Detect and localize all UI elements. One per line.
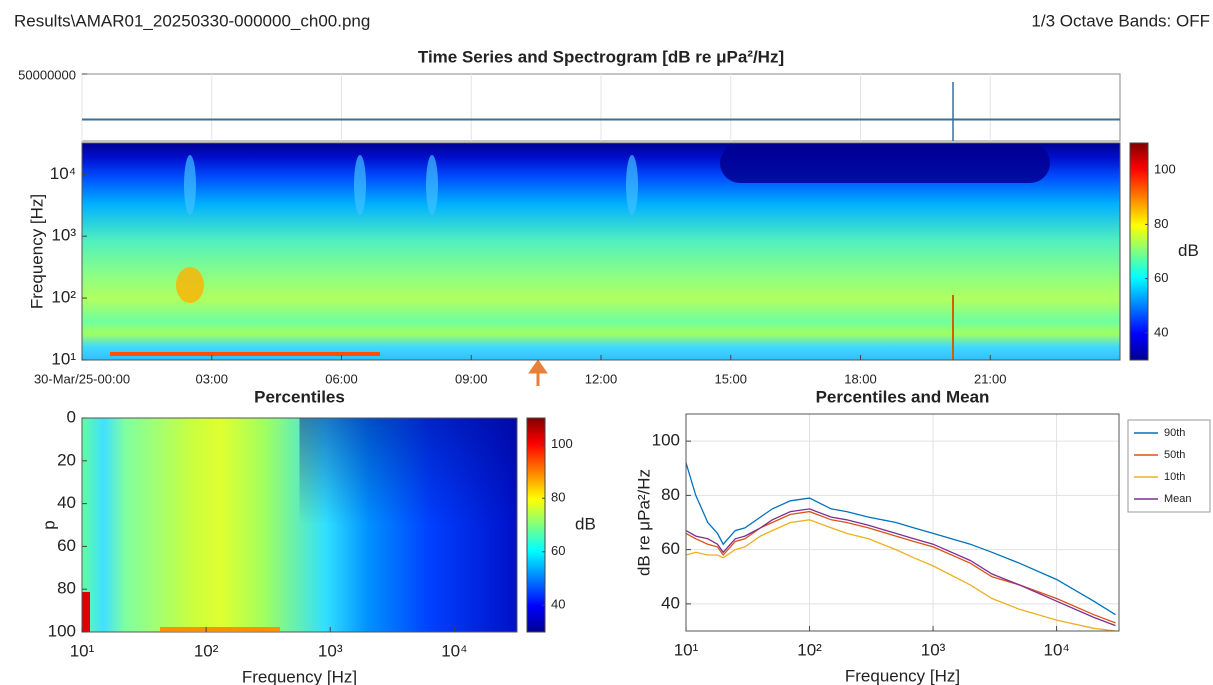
y-axis-label: p [39,520,58,529]
y-tick-label: 60 [57,536,76,555]
y-tick-label: 80 [57,579,76,598]
x-tick-label: 18:00 [844,371,877,386]
event-plume [426,155,438,215]
legend-label: 10th [1164,471,1185,483]
colorbar-tick-label: 80 [551,490,565,505]
legend-label: 50th [1164,449,1185,461]
y-axis-label: dB re μPa²/Hz [634,469,653,576]
quiet-region [720,143,1050,183]
y-tick-label: 40 [661,593,680,612]
colorbar-tick-label: 40 [1154,324,1168,339]
event-plume [626,155,638,215]
y-tick-label: 100 [48,621,76,640]
position-arrow [528,359,548,386]
octave-bands: 1/3 Octave Bands: OFF [1031,11,1210,30]
x-tick-label: 21:00 [974,371,1007,386]
y-tick-label: 20 [57,450,76,469]
y-tick-label: 80 [661,485,680,504]
heatmap-warm [160,627,280,631]
colorbar [1129,142,1149,361]
series-line [685,519,1116,632]
low-band [110,352,380,356]
x-tick-label: 10¹ [674,640,699,659]
x-tick-label: 30-Mar/25-00:00 [34,371,130,386]
y-tick-label: 0 [67,407,76,426]
y-tick-label: 100 [652,431,680,450]
event [176,267,204,303]
plot-area [686,414,1119,631]
y-tick-label: 60 [661,539,680,558]
x-tick-label: 03:00 [195,371,228,386]
x-axis-label: Frequency [Hz] [845,666,960,685]
legend-label: Mean [1164,493,1192,505]
x-tick-label: 06:00 [325,371,358,386]
colorbar-tick-label: 60 [551,543,565,558]
event-plume [354,155,366,215]
x-tick-label: 09:00 [455,371,488,386]
colorbar-tick-label: 100 [551,436,573,451]
x-tick-label: 10² [797,640,822,659]
colorbar-tick-label: 40 [551,597,565,612]
colorbar-label: dB [575,514,596,533]
x-tick-label: 12:00 [585,371,618,386]
axes-frame [685,413,1120,632]
event-plume [184,155,196,215]
x-tick-label: 15:00 [714,371,747,386]
x-tick-label: 10¹ [70,641,95,660]
legend-box [1127,419,1211,513]
chart-title: Percentiles [254,387,345,406]
chart-title: Time Series and Spectrogram [dB re μPa²/… [418,47,784,66]
heatmap-shade [299,418,517,525]
y-tick-label: 10³ [51,226,76,245]
y-tick-label: 10² [51,288,76,307]
colorbar-tick-label: 80 [1154,216,1168,231]
x-tick-label: 10⁴ [1043,640,1069,659]
x-tick-label: 10³ [318,641,343,660]
colorbar-tick-label: 100 [1154,162,1176,177]
legend-label: 90th [1164,427,1185,439]
x-tick-label: 10⁴ [441,641,467,660]
colorbar [526,417,546,633]
file-name: Results\AMAR01_20250330-000000_ch00.png [14,11,370,30]
series-line [685,510,1116,624]
time-series-tick-label: 50000000 [18,67,76,82]
x-axis-label: Frequency [Hz] [242,667,357,685]
series-line [685,462,1116,616]
series-line [685,508,1116,627]
colorbar-label: dB [1178,241,1199,260]
heatmap-hot [82,592,90,632]
y-axis-label: Frequency [Hz] [27,194,46,309]
x-tick-label: 10² [194,641,219,660]
colorbar-tick-label: 60 [1154,270,1168,285]
y-tick-label: 10⁴ [50,164,76,183]
chart-title: Percentiles and Mean [816,387,990,406]
y-tick-label: 40 [57,493,76,512]
x-tick-label: 10³ [921,640,946,659]
y-tick-label: 10¹ [51,349,76,368]
axes-frame [81,417,518,633]
